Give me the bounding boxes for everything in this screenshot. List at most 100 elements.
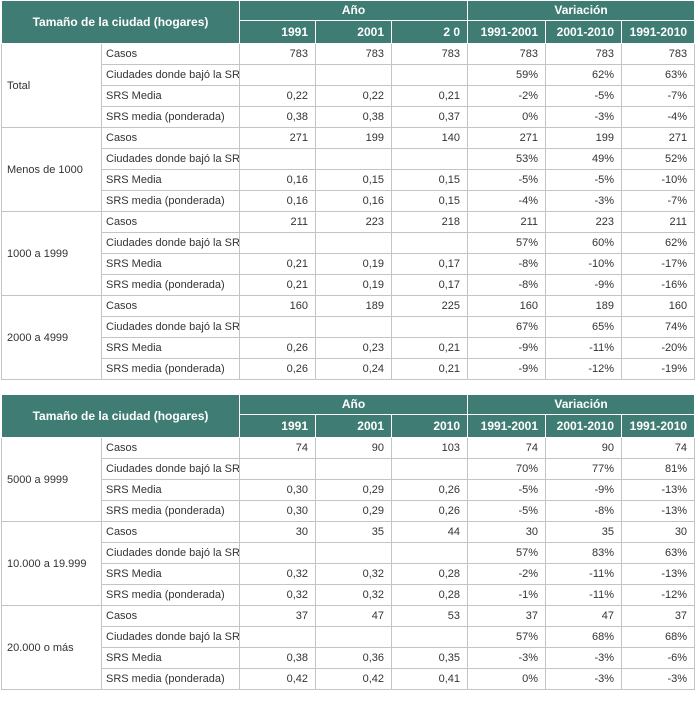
table-row: 20.000 o más Casos 37 47 53 37 47 37 [1, 605, 695, 690]
value-cell: 271 [239, 127, 316, 149]
value-cell: 199 [315, 127, 392, 149]
value-cell: -4% [467, 190, 547, 212]
value-cell: -11% [545, 584, 623, 606]
value-cell: 271 [621, 127, 695, 149]
value-cell [390, 542, 469, 564]
value-cell: -9% [545, 274, 623, 296]
value-cell: 35 [315, 521, 392, 543]
value-cell: 211 [621, 211, 695, 233]
value-cell: 0,17 [390, 253, 469, 275]
table-row: SRS media (ponderada) 0,16 0,16 0,15 -4% -3% -… [2, 190, 695, 212]
value-cell: -2% [467, 563, 547, 585]
value-cell: 783 [467, 43, 547, 65]
value-cell: -3% [545, 106, 623, 128]
table-row: Ciudades donde bajó la SRS 57% 60% 62% [2, 232, 695, 254]
data-table: Tamaño de la ciudad (hogares) Año Variació… [1, 394, 695, 690]
metric-label: SRS Media [101, 563, 240, 585]
value-cell: -8% [467, 274, 547, 296]
value-cell: -1% [467, 584, 547, 606]
value-cell: 0,32 [315, 584, 392, 606]
value-cell: 0,36 [315, 647, 392, 669]
value-cell: 0,22 [239, 85, 316, 107]
value-cell: 63% [621, 542, 695, 564]
value-cell: -10% [545, 253, 623, 275]
value-cell: 70% [467, 458, 547, 480]
value-cell: 223 [545, 211, 623, 233]
value-cell: -3% [545, 668, 623, 690]
value-cell: 223 [315, 211, 392, 233]
value-cell: 783 [239, 43, 316, 65]
value-cell [390, 232, 469, 254]
value-cell: 65% [545, 316, 623, 338]
table-row: SRS media (ponderada) 0,32 0,32 0,28 -1% -11%… [2, 584, 695, 606]
metric-label: Casos [101, 43, 240, 65]
value-cell: 60% [545, 232, 623, 254]
value-cell: 0,19 [315, 253, 392, 275]
table-row: SRS Media 0,21 0,19 0,17 -8% -10% -17% [2, 253, 695, 275]
value-cell: -3% [467, 647, 547, 669]
value-cell: 52% [621, 148, 695, 170]
value-cell: 0,24 [315, 358, 392, 380]
value-cell: 211 [467, 211, 547, 233]
table-row: SRS media (ponderada) 0,30 0,29 0,26 -5% -8% -… [2, 500, 695, 522]
value-cell: 0,21 [239, 253, 316, 275]
value-cell [390, 316, 469, 338]
value-cell: -7% [621, 190, 695, 212]
value-cell: -5% [545, 85, 623, 107]
value-cell: -3% [545, 190, 623, 212]
value-cell [390, 458, 469, 480]
column-header: 1991-2001 [467, 414, 547, 438]
value-cell [239, 458, 316, 480]
value-cell [315, 458, 392, 480]
value-cell: 59% [467, 64, 547, 86]
table-row: Ciudades donde bajó la SRS 67% 65% 74% [2, 316, 695, 338]
column-header: 2001-2010 [545, 414, 623, 438]
table-row: SRS media (ponderada) 0,21 0,19 0,17 -8% -9% -… [2, 274, 695, 296]
data-table: Tamaño de la ciudad (hogares) Año Variació… [1, 0, 695, 380]
metric-label: Casos [101, 437, 240, 459]
value-cell: -9% [467, 337, 547, 359]
metric-label: Ciudades donde bajó la SRS [101, 64, 240, 86]
value-cell: -4% [621, 106, 695, 128]
value-cell: 0,30 [239, 500, 316, 522]
value-cell: 53% [467, 148, 547, 170]
value-cell: 0,32 [315, 563, 392, 585]
value-cell [315, 542, 392, 564]
value-cell: 0,42 [315, 668, 392, 690]
table-spacer [0, 380, 695, 394]
value-cell: 37 [467, 605, 547, 627]
value-cell [390, 148, 469, 170]
metric-label: Ciudades donde bajó la SRS [101, 542, 240, 564]
value-cell: 0,35 [390, 647, 469, 669]
metric-label: SRS media (ponderada) [101, 500, 240, 522]
value-cell: -17% [621, 253, 695, 275]
value-cell: -6% [621, 647, 695, 669]
value-cell: 211 [239, 211, 316, 233]
city-size-header: Tamaño de la ciudad (hogares) [1, 0, 240, 44]
table-row: SRS Media 0,26 0,23 0,21 -9% -11% -20% [2, 337, 695, 359]
city-size-group-label: 20.000 o más [1, 605, 102, 690]
table-header: Tamaño de la ciudad (hogares) Año Variació… [1, 0, 695, 44]
table-row: Ciudades donde bajó la SRS 57% 68% 68% [2, 626, 695, 648]
value-cell: 783 [315, 43, 392, 65]
metric-label: SRS media (ponderada) [101, 274, 240, 296]
value-cell: 0,37 [390, 106, 469, 128]
metric-label: Casos [101, 211, 240, 233]
value-cell [239, 64, 316, 86]
table-row: Ciudades donde bajó la SRS 59% 62% 63% [2, 64, 695, 86]
value-cell: 57% [467, 626, 547, 648]
value-cell: 74 [621, 437, 695, 459]
column-header: 2001 [315, 414, 392, 438]
table-row: SRS media (ponderada) 0,42 0,42 0,41 0% -3% -3… [2, 668, 695, 690]
header-row-columns: 1991 2001 2010 1991-2001 2001-2010 1991-2010 [2, 414, 695, 438]
value-cell: -3% [545, 647, 623, 669]
value-cell: 0,26 [239, 358, 316, 380]
metric-label: Ciudades donde bajó la SRS [101, 148, 240, 170]
table-row: SRS media (ponderada) 0,26 0,24 0,21 -9% -12%… [2, 358, 695, 380]
value-cell: 53 [390, 605, 469, 627]
value-cell: -13% [621, 500, 695, 522]
value-cell: 63% [621, 64, 695, 86]
value-cell: 49% [545, 148, 623, 170]
value-cell: -8% [545, 500, 623, 522]
metric-label: Casos [101, 295, 240, 317]
